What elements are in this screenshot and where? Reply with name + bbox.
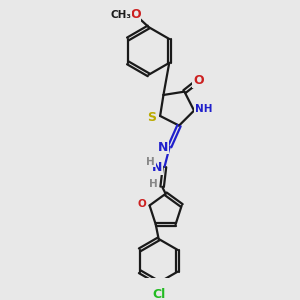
Text: H: H [146, 157, 155, 167]
Text: O: O [193, 74, 204, 87]
Text: NH: NH [195, 104, 212, 114]
Text: Cl: Cl [152, 288, 165, 300]
Text: N: N [152, 161, 162, 174]
Text: O: O [137, 199, 146, 209]
Text: CH₃: CH₃ [110, 10, 131, 20]
Text: H: H [149, 179, 158, 190]
Text: S: S [147, 111, 156, 124]
Text: N: N [158, 141, 169, 154]
Text: O: O [130, 8, 141, 21]
